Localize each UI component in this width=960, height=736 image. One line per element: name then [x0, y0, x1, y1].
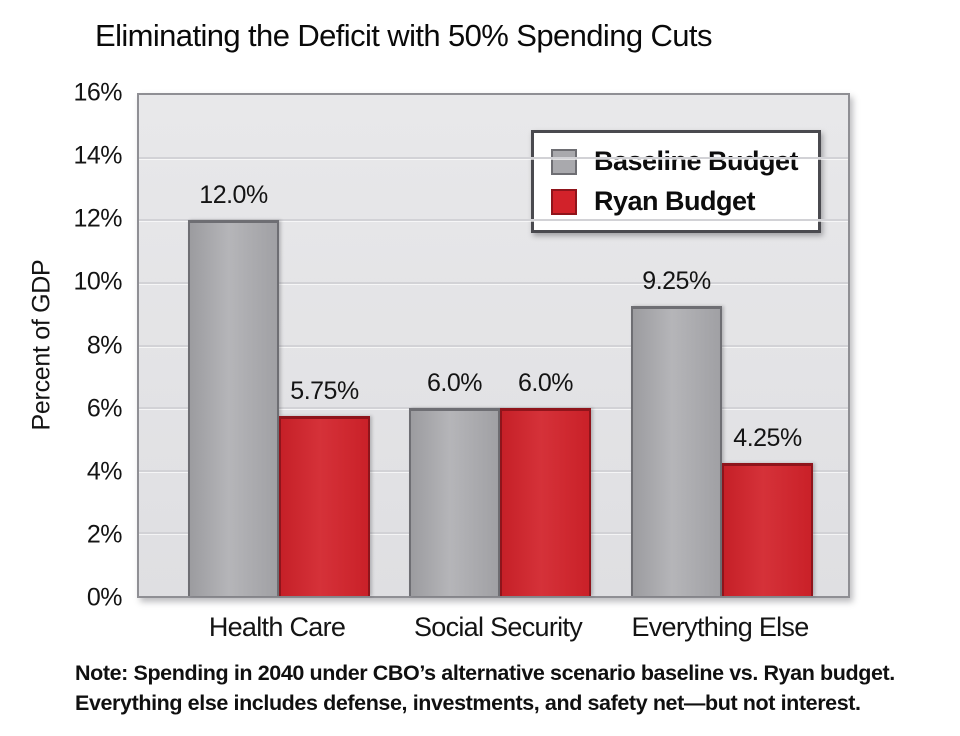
note-line-2: Everything else includes defense, invest… — [75, 691, 861, 715]
legend: Baseline Budget Ryan Budget — [530, 130, 821, 233]
chart-note: Note: Spending in 2040 under CBO’s alter… — [75, 658, 895, 718]
gridline — [139, 219, 848, 222]
legend-swatch-icon — [550, 188, 577, 215]
legend-label: Ryan Budget — [593, 186, 756, 216]
value-label: 5.75% — [290, 376, 359, 405]
x-axis-labels: Health Care Social Security Everything Els… — [137, 612, 850, 652]
ryan-budget-bar — [722, 462, 813, 596]
bar-slot: 9.25% — [631, 95, 722, 596]
ryan-budget-bar — [279, 415, 370, 596]
bar-group: 9.25% 4.25% — [631, 95, 813, 596]
legend-item: Baseline Budget — [550, 146, 799, 177]
y-axis-ticks: 16% 14% 12% 10% 8% 6% 4% 2% 0% — [0, 79, 123, 612]
baseline-budget-bar — [409, 408, 500, 596]
bar-group: 12.0% 5.75% — [188, 95, 370, 596]
plot-area: Baseline Budget Ryan Budget 12.0% 5.75% 6.0… — [137, 93, 850, 598]
category-label: Social Security — [413, 612, 583, 642]
y-tick-label: 16% — [73, 78, 122, 107]
baseline-budget-bar — [631, 306, 722, 596]
value-label: 12.0% — [199, 181, 268, 210]
y-tick-label: 2% — [86, 520, 123, 549]
y-tick-label: 12% — [73, 204, 122, 233]
note-line-1: Note: Spending in 2040 under CBO’s alter… — [75, 661, 895, 685]
legend-label: Baseline Budget — [593, 146, 799, 176]
value-label: 4.25% — [733, 423, 802, 452]
bar-slot: 6.0% — [409, 95, 500, 596]
chart-title: Eliminating the Deficit with 50% Spendin… — [95, 18, 712, 53]
gridline — [139, 156, 848, 159]
legend-item: Ryan Budget — [550, 186, 798, 217]
gridline — [139, 281, 848, 284]
bar-group: 6.0% 6.0% — [409, 95, 591, 596]
value-label: 6.0% — [427, 369, 482, 398]
category-label: Everything Else — [631, 612, 809, 642]
ryan-budget-bar — [500, 408, 591, 596]
y-tick-label: 10% — [73, 267, 122, 296]
gridline — [139, 344, 848, 347]
legend-swatch-icon — [550, 148, 577, 175]
y-tick-label: 6% — [86, 394, 123, 423]
y-tick-label: 8% — [86, 331, 123, 359]
baseline-budget-bar — [188, 220, 279, 596]
bar-slot: 5.75% — [279, 95, 370, 596]
value-label: 9.25% — [642, 267, 711, 296]
bar-slot: 12.0% — [188, 95, 279, 596]
category-label: Health Care — [208, 612, 346, 642]
y-tick-label: 4% — [86, 457, 123, 486]
bar-slot: 6.0% — [500, 95, 591, 596]
y-tick-label: 14% — [73, 141, 122, 170]
value-label: 6.0% — [518, 369, 573, 398]
y-tick-label: 0% — [86, 583, 123, 612]
bar-slot: 4.25% — [722, 95, 813, 596]
